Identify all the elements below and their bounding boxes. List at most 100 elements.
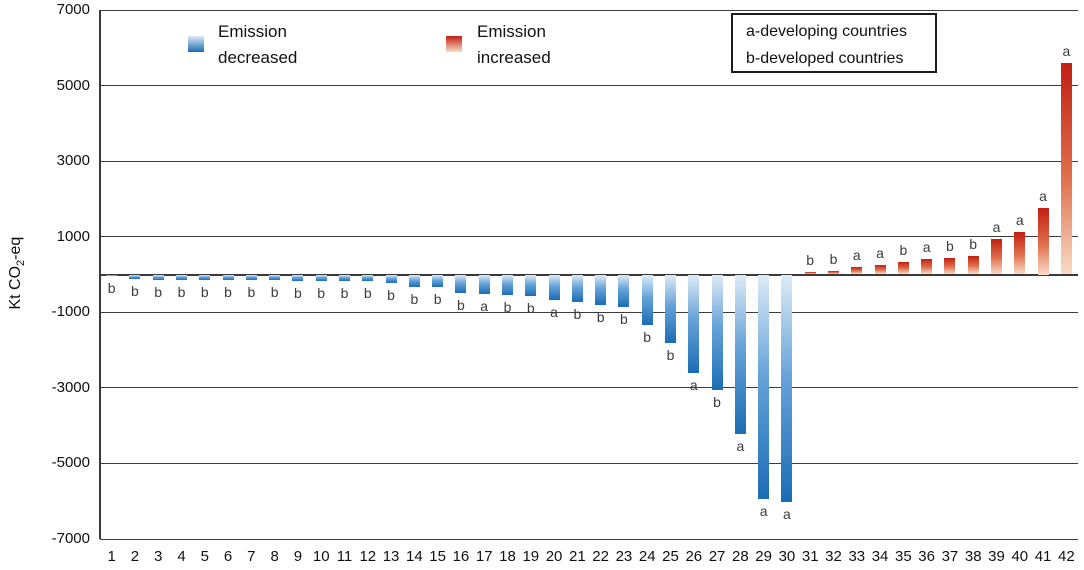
country-type-label-2: b bbox=[131, 283, 139, 300]
y-axis-line bbox=[99, 10, 101, 539]
bar-emission-decreased-10 bbox=[315, 274, 327, 281]
country-type-label-3: b bbox=[154, 283, 163, 300]
country-type-label-4: b bbox=[177, 283, 186, 300]
country-type-label-42: a bbox=[1062, 42, 1071, 59]
x-tick-label-28: 28 bbox=[732, 548, 749, 565]
bar-emission-decreased-20 bbox=[548, 274, 560, 300]
x-tick-label-37: 37 bbox=[941, 548, 959, 565]
country-type-label-13: b bbox=[387, 286, 395, 303]
x-tick-label-4: 4 bbox=[177, 548, 186, 565]
bar-emission-decreased-11 bbox=[339, 274, 350, 281]
bar-emission-increased-31 bbox=[804, 272, 816, 275]
y-tick-label-1000: 1000 bbox=[56, 227, 90, 245]
country-type-label-10: b bbox=[317, 284, 326, 301]
bar-emission-increased-36 bbox=[921, 258, 933, 275]
bar-emission-decreased-15 bbox=[432, 274, 444, 288]
country-type-label-1: b bbox=[107, 280, 116, 296]
x-tick-label-25: 25 bbox=[662, 548, 679, 565]
gridline--3000 bbox=[100, 387, 1078, 389]
x-tick-label-12: 12 bbox=[359, 548, 377, 565]
x-tick-label-7: 7 bbox=[247, 548, 256, 565]
x-tick-label-14: 14 bbox=[406, 548, 423, 565]
x-tick-label-18: 18 bbox=[499, 548, 516, 565]
bar-emission-decreased-14 bbox=[408, 274, 420, 287]
x-tick-label-32: 32 bbox=[825, 548, 842, 565]
bar-emission-decreased-27 bbox=[711, 274, 723, 391]
country-type-label-34: a bbox=[876, 244, 884, 261]
x-tick-label-2: 2 bbox=[130, 548, 140, 565]
y-tick-label-3000: 3000 bbox=[56, 152, 90, 170]
country-type-label-21: b bbox=[573, 305, 582, 322]
country-type-label-14: b bbox=[410, 290, 419, 307]
bar-emission-decreased-16 bbox=[455, 274, 467, 293]
bar-emission-increased-40 bbox=[1014, 232, 1026, 275]
x-tick-label-15: 15 bbox=[429, 548, 446, 565]
x-tick-label-40: 40 bbox=[1011, 548, 1029, 565]
x-tick-label-27: 27 bbox=[708, 548, 726, 565]
country-type-label-9: b bbox=[294, 284, 302, 301]
bar-emission-decreased-30 bbox=[781, 274, 793, 503]
bar-emission-increased-37 bbox=[944, 257, 956, 275]
y-tick-label--5000: -5000 bbox=[51, 454, 90, 472]
x-tick-label-10: 10 bbox=[312, 548, 330, 565]
bar-emission-decreased-17 bbox=[478, 274, 490, 294]
bar-emission-decreased-24 bbox=[641, 274, 653, 326]
country-type-label-26: a bbox=[689, 377, 698, 394]
country-type-label-37: b bbox=[946, 237, 954, 254]
legend-emission-increased-line2: increased bbox=[477, 48, 551, 67]
legend-emission-decreased-line1: Emission bbox=[218, 22, 287, 41]
x-tick-label-17: 17 bbox=[475, 548, 493, 565]
country-type-label-15: b bbox=[433, 291, 442, 308]
x-tick-label-36: 36 bbox=[918, 548, 935, 565]
country-type-label-25: b bbox=[666, 347, 675, 364]
bar-emission-increased-39 bbox=[991, 238, 1002, 275]
country-type-label-23: b bbox=[620, 310, 628, 327]
bar-emission-increased-42 bbox=[1060, 62, 1072, 275]
country-type-label-19: b bbox=[526, 299, 535, 316]
zero-axis-line bbox=[100, 273, 1078, 276]
bar-emission-decreased-29 bbox=[758, 274, 770, 499]
country-type-label-7: b bbox=[247, 284, 256, 301]
y-tick-label--1000: -1000 bbox=[51, 303, 90, 321]
country-type-label-31: b bbox=[806, 252, 815, 269]
bar-emission-increased-32 bbox=[828, 271, 839, 275]
bar-emission-increased-41 bbox=[1037, 208, 1049, 275]
country-type-label-22: b bbox=[596, 308, 605, 325]
x-tick-label-41: 41 bbox=[1034, 548, 1052, 565]
country-type-label-30: a bbox=[783, 506, 791, 523]
y-tick-label-7000: 7000 bbox=[56, 1, 90, 18]
y-tick-label-5000: 5000 bbox=[56, 76, 90, 94]
x-tick-label-6: 6 bbox=[223, 548, 233, 565]
bar-emission-decreased-7 bbox=[245, 274, 257, 281]
key-box-line-developing: a-developing countries bbox=[746, 23, 907, 40]
bar-emission-decreased-6 bbox=[222, 274, 234, 281]
bar-emission-increased-33 bbox=[851, 266, 863, 275]
gridline-5000 bbox=[100, 85, 1078, 87]
x-tick-label-31: 31 bbox=[801, 548, 819, 565]
bar-emission-decreased-1 bbox=[106, 274, 118, 276]
gridline--1000 bbox=[100, 311, 1078, 313]
emission-increased-swatch-icon bbox=[446, 36, 462, 52]
country-type-label-35: b bbox=[899, 242, 908, 259]
x-tick-label-24: 24 bbox=[638, 548, 656, 565]
x-tick-label-23: 23 bbox=[615, 548, 633, 565]
legend-emission-decreased-line2: decreased bbox=[218, 48, 298, 67]
x-tick-label-22: 22 bbox=[592, 548, 609, 565]
gridline-7000 bbox=[100, 9, 1078, 11]
country-type-label-41: a bbox=[1039, 188, 1047, 205]
x-tick-label-16: 16 bbox=[452, 548, 470, 565]
country-type-label-36: a bbox=[922, 238, 931, 255]
key-box-line-developed: b-developed countries bbox=[746, 50, 904, 67]
gridline--5000 bbox=[100, 462, 1078, 464]
gridline-1000 bbox=[100, 236, 1078, 238]
country-type-label-12: b bbox=[363, 285, 372, 302]
x-tick-label-11: 11 bbox=[336, 548, 353, 565]
legend-emission-increased-line1: Emission bbox=[477, 22, 546, 41]
gridline-3000 bbox=[100, 160, 1078, 162]
x-tick-label-30: 30 bbox=[778, 548, 796, 565]
x-tick-label-19: 19 bbox=[522, 548, 540, 565]
bar-emission-decreased-3 bbox=[152, 274, 164, 280]
country-type-label-24: b bbox=[643, 329, 652, 346]
legend-label-emission-decreased: Emission decreased bbox=[218, 19, 297, 71]
country-type-label-39: a bbox=[992, 218, 1001, 235]
